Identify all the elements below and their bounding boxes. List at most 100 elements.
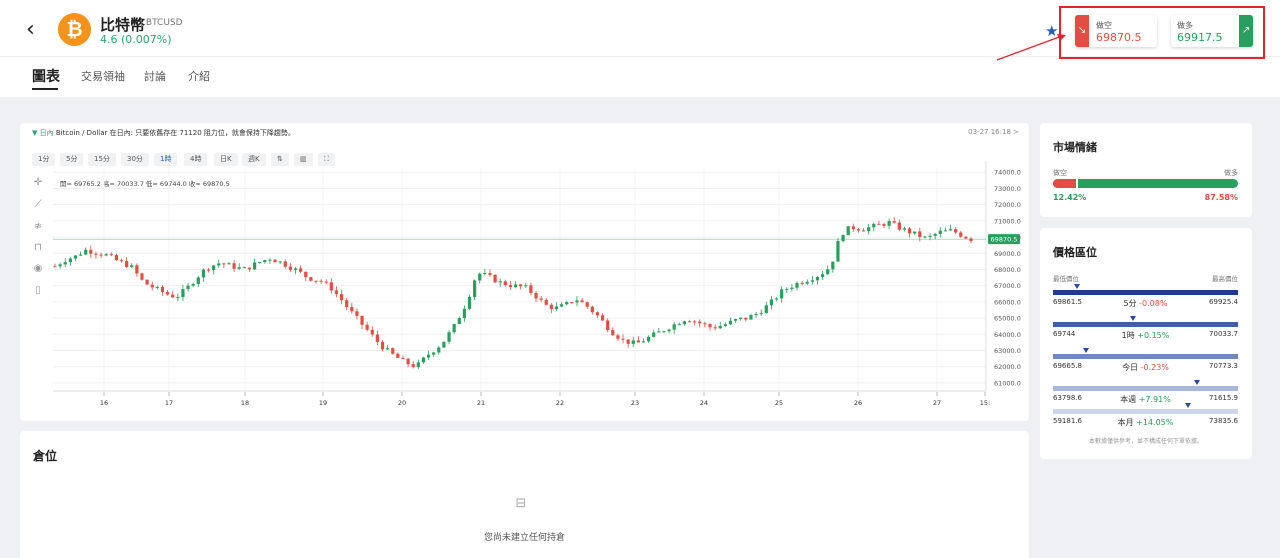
chart-analysis: Bitcoin / Dollar 在日內: 只要依舊存在 71120 阻力位，就… xyxy=(55,129,295,137)
candle-body xyxy=(263,260,267,263)
candle-body xyxy=(212,265,216,270)
candle-body xyxy=(693,321,697,323)
candle-body xyxy=(442,341,446,348)
candle-body xyxy=(708,324,712,328)
candle-body xyxy=(585,302,589,307)
candle-body xyxy=(314,280,318,282)
crosshair-icon[interactable]: ✛ xyxy=(33,177,43,188)
candle-body xyxy=(416,362,420,368)
candlestick-chart[interactable]: 74000.073000.072000.071000.070000.069000… xyxy=(20,123,1029,421)
candle-body xyxy=(411,364,415,368)
candle-body xyxy=(565,302,569,305)
candle-body xyxy=(201,269,206,278)
candle-body xyxy=(68,258,72,263)
chart-compare-icon[interactable]: ⇅ xyxy=(271,153,289,166)
candle-body xyxy=(616,335,620,339)
interval-1m[interactable]: 1分 xyxy=(32,153,56,166)
candle-body xyxy=(744,317,748,320)
candle-body xyxy=(785,288,789,290)
header: ‹ ₿ 比特幣 | BTCUSD 4.6 (0.007%) 圖表 交易領袖 討論… xyxy=(0,0,1280,97)
price-range-row: 69861.5 5分 -0.08% 69925.4 xyxy=(1053,284,1238,310)
header-divider xyxy=(0,56,1280,57)
eye-icon[interactable]: ◉ xyxy=(33,263,43,274)
x-tick-label: 16 xyxy=(100,399,108,407)
briefcase-icon: ⊟ xyxy=(515,496,527,511)
sentiment-short-percent: 12.42% xyxy=(1053,193,1087,202)
interval-weekly[interactable]: 週K xyxy=(242,153,266,166)
candle-body xyxy=(928,235,932,237)
candle-body xyxy=(329,282,333,291)
tab-trade-leaders[interactable]: 交易領袖 xyxy=(81,70,125,83)
positions-title: 倉位 xyxy=(33,449,58,463)
candle-body xyxy=(498,281,502,283)
candle-body xyxy=(437,347,441,353)
candle-body xyxy=(769,299,774,306)
candle-body xyxy=(447,332,451,342)
interval-15m[interactable]: 15分 xyxy=(88,153,116,166)
tab-introduction[interactable]: 介紹 xyxy=(188,70,210,83)
chart-date-link[interactable]: 03-27 16:18 > xyxy=(968,128,1019,136)
candle-body xyxy=(723,324,727,326)
candle-body xyxy=(176,297,180,299)
interval-30m[interactable]: 30分 xyxy=(121,153,149,166)
bitcoin-logo: ₿ xyxy=(58,13,91,46)
candle-body xyxy=(938,230,942,235)
candle-body xyxy=(391,348,395,354)
candle-body xyxy=(734,319,738,321)
candle-body xyxy=(488,273,492,275)
candle-body xyxy=(53,266,57,268)
candle-body xyxy=(826,269,830,275)
price-range-note: 本數據僅供參考，並不構成任何下單依據。 xyxy=(1088,438,1203,445)
interval-1h[interactable]: 1時 xyxy=(154,153,178,166)
interval-daily[interactable]: 日K xyxy=(214,153,238,166)
candle-body xyxy=(114,255,119,261)
trash-icon[interactable]: ▯ xyxy=(35,285,41,296)
long-price: 69917.5 xyxy=(1177,31,1223,44)
candle-body xyxy=(171,294,175,298)
candle-body xyxy=(380,341,385,350)
candle-body xyxy=(319,280,323,282)
range-period-label: 5分 xyxy=(1123,299,1137,308)
chart-indicator-icon[interactable]: ▥ xyxy=(294,153,313,166)
candle-body xyxy=(130,265,134,268)
short-price: 69870.5 xyxy=(1096,31,1142,44)
candle-body xyxy=(964,236,968,239)
positions-panel: 倉位 ⊟ 您尚未建立任何持倉 xyxy=(20,431,1029,558)
candle-body xyxy=(58,264,62,267)
interval-4h[interactable]: 4時 xyxy=(184,153,208,166)
sentiment-long-percent: 87.58% xyxy=(1204,193,1238,202)
candle-body xyxy=(539,298,543,300)
range-bar xyxy=(1053,354,1238,359)
short-label: 做空 xyxy=(1096,21,1112,30)
interval-5m[interactable]: 5分 xyxy=(60,153,84,166)
star-icon[interactable]: ★ xyxy=(1045,22,1059,40)
range-high-value: 70773.3 xyxy=(1209,362,1238,370)
fullscreen-icon[interactable]: ⛶ xyxy=(318,153,335,166)
candle-body xyxy=(309,277,313,281)
candle-body xyxy=(805,281,809,284)
candle-body xyxy=(232,263,236,269)
tab-discussion[interactable]: 討論 xyxy=(144,70,166,83)
short-button[interactable]: ↘ 做空 69870.5 xyxy=(1075,15,1157,47)
trendline-icon[interactable]: ⟋ xyxy=(34,199,42,210)
range-high-value: 70033.7 xyxy=(1209,330,1238,338)
candle-body xyxy=(549,304,553,310)
candle-body xyxy=(524,285,528,287)
x-tick-label: 20 xyxy=(398,399,406,407)
candle-body xyxy=(426,354,431,358)
candle-body xyxy=(370,329,374,335)
y-tick-label: 62000.0 xyxy=(994,363,1021,371)
candle-body xyxy=(73,255,78,259)
candle-body xyxy=(877,223,881,225)
candle-body xyxy=(677,324,681,326)
candle-body xyxy=(258,262,262,264)
chevron-left-icon[interactable]: ‹ xyxy=(26,17,35,42)
range-period: 本週 +7.91% xyxy=(1053,394,1238,405)
tab-chart[interactable]: 圖表 xyxy=(32,69,60,85)
long-button[interactable]: 做多 69917.5 ↗ xyxy=(1171,15,1253,47)
candle-body xyxy=(606,320,610,331)
candle-body xyxy=(119,260,124,262)
fib-icon[interactable]: ≉ xyxy=(33,221,43,232)
lock-icon[interactable]: ⊓ xyxy=(34,242,42,253)
range-period-label: 1時 xyxy=(1121,331,1135,340)
